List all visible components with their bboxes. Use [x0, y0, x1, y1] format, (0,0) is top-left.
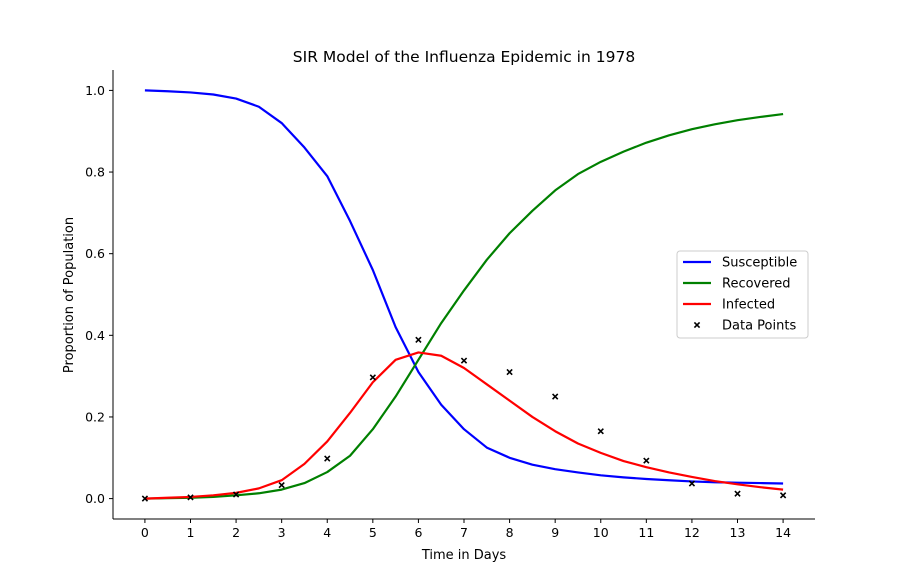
x-tick-label: 10: [593, 525, 609, 540]
x-tick-label: 4: [323, 525, 331, 540]
legend-label: Recovered: [722, 277, 791, 292]
y-tick-label: 0.8: [85, 165, 105, 180]
axes: 0 1 2 3 4 5 6 7 8 9 10 11 12 13 140.00.20.40.60.81.0: [85, 70, 815, 540]
y-tick-label: 1.0: [85, 83, 105, 98]
data-point: [734, 490, 741, 497]
chart-title: SIR Model of the Influenza Epidemic in 1…: [293, 48, 635, 66]
data-point: [187, 494, 194, 501]
data-point: [597, 428, 604, 435]
x-tick-label: 0: [141, 525, 149, 540]
y-axis-label: Proportion of Population: [62, 217, 77, 373]
data-point: [506, 368, 513, 376]
data-point: [688, 480, 696, 487]
data-point: [324, 455, 331, 462]
legend-swatch-data-points: [693, 321, 701, 329]
data-point: [278, 481, 285, 489]
legend-box: [676, 250, 809, 339]
data-point: [643, 457, 650, 464]
data-point: [415, 336, 422, 343]
x-axis-label: Time in Days: [421, 548, 507, 563]
x-tick-label: 1: [187, 525, 195, 540]
x-tick-label: 5: [369, 525, 377, 540]
data-point: [141, 495, 149, 502]
series-line-infected: [144, 351, 784, 500]
x-tick-label: 9: [551, 525, 559, 540]
y-tick-label: 0.0: [85, 491, 105, 506]
x-tick-label: 2: [232, 525, 240, 540]
legend-label: Infected: [722, 298, 775, 313]
series-line-susceptible: [144, 89, 784, 485]
data-point: [552, 393, 559, 400]
data-point: [779, 492, 787, 499]
x-tick-label: 3: [278, 525, 286, 540]
y-tick-label: 0.2: [85, 409, 105, 424]
x-tick-label: 6: [414, 525, 422, 540]
legend-label: Data Points: [722, 319, 796, 334]
data-point: [369, 374, 376, 381]
data-point: [232, 491, 240, 498]
data-point: [460, 357, 468, 364]
legend-label: Susceptible: [722, 256, 797, 271]
x-tick-label: 12: [684, 525, 700, 540]
y-tick-label: 0.6: [85, 246, 105, 261]
x-tick-label: 7: [460, 525, 468, 540]
x-tick-label: 11: [638, 525, 654, 540]
x-tick-label: 8: [506, 525, 514, 540]
legend: Susceptible Recovered Infected Data Points: [676, 250, 809, 339]
x-tick-label: 14: [775, 525, 791, 540]
x-tick-label: 13: [730, 525, 746, 540]
y-tick-label: 0.4: [85, 328, 105, 343]
series-line-recovered: [144, 112, 784, 500]
plot-area: [141, 89, 787, 502]
